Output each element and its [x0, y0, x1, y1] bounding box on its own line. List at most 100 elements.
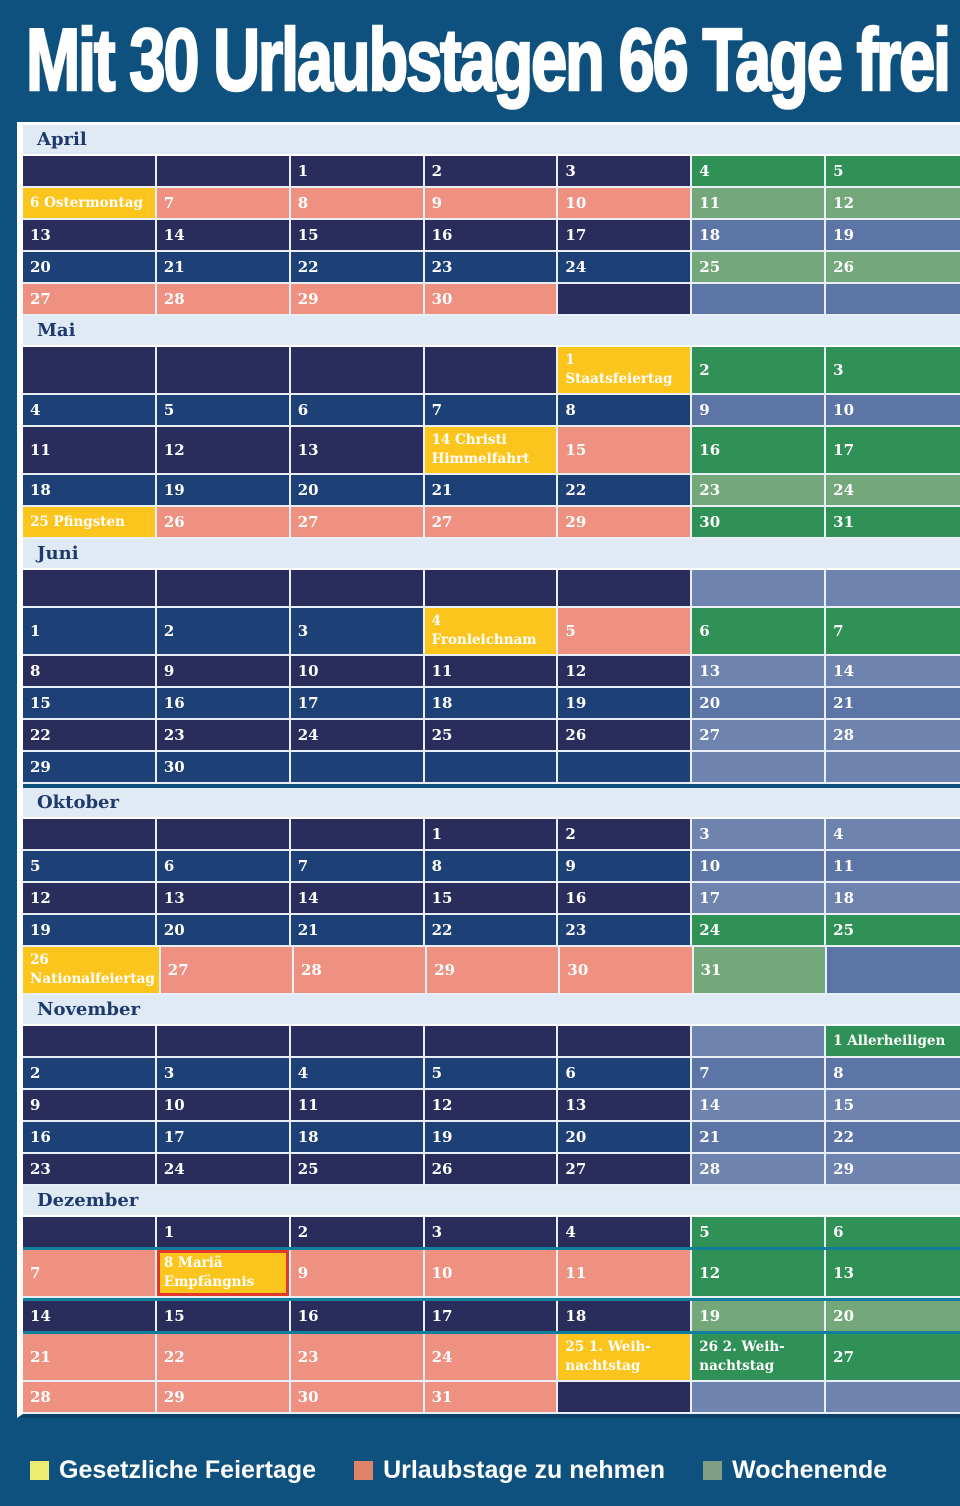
vacation-day-cell: 30 — [424, 284, 559, 314]
month-section-april: April 1 2 3 4 5 6 Ostermontag 7 8 9 10 11 12 13 14 15 16… — [23, 125, 960, 316]
workday-cell: 19 — [23, 915, 157, 945]
calendar-row — [23, 570, 960, 608]
calendar-row: 1 Staatsfeiertag 2 3 — [23, 347, 960, 395]
weekend-cell: 16 — [692, 427, 827, 473]
workday-cell: 16 — [558, 883, 693, 913]
calendar-row: 12 13 14 15 16 17 18 — [23, 883, 960, 915]
legend: Gesetzliche Feiertage Urlaubstage zu nehm… — [30, 1456, 887, 1485]
weekend-cell: 17 — [692, 883, 827, 913]
workday-cell: 11 — [290, 1090, 425, 1120]
calendar-row: 26 Nationalfeiertag 27 28 29 30 31 — [23, 947, 960, 995]
workday-cell: 22 — [558, 475, 693, 505]
empty-cell — [558, 570, 693, 606]
vacation-day-cell: 27 — [23, 284, 157, 314]
workday-cell: 8 — [558, 395, 693, 425]
workday-cell: 10 — [156, 1090, 291, 1120]
workday-cell: 21 — [156, 252, 291, 282]
empty-cell — [558, 1026, 693, 1056]
weekend-cell: 20 — [692, 688, 827, 718]
empty-cell — [23, 819, 157, 849]
calendar-row: 25 Pfingsten 26 27 27 29 30 31 — [23, 507, 960, 539]
empty-cell — [692, 1382, 827, 1412]
empty-cell — [558, 1382, 693, 1412]
workday-cell: 22 — [23, 720, 157, 750]
calendar-row: 6 Ostermontag 7 8 9 10 11 12 — [23, 188, 960, 220]
workday-cell: 14 — [23, 1301, 157, 1331]
month-title: April — [23, 125, 960, 156]
workday-cell: 20 — [156, 915, 291, 945]
workday-cell: 1 — [424, 819, 559, 849]
calendar-row: 1 Allerheiligen — [23, 1026, 960, 1058]
weekend-cell: 13 — [826, 1250, 960, 1296]
vacation-day-cell: 29 — [558, 507, 693, 537]
month-title: Dezember — [23, 1186, 960, 1217]
weekend-cell: 3 — [692, 819, 827, 849]
weekend-cell: 25 — [692, 252, 827, 282]
weekend-cell: 5 — [826, 156, 960, 186]
empty-cell — [826, 1382, 960, 1412]
weekend-cell: 11 — [692, 188, 827, 218]
weekend-cell: 28 — [826, 720, 960, 750]
workday-cell: 23 — [558, 915, 693, 945]
vacation-day-cell: 30 — [290, 1382, 425, 1412]
workday-cell: 1 — [156, 1217, 291, 1247]
workday-cell: 4 — [558, 1217, 693, 1247]
vacation-day-cell: 11 — [558, 1250, 693, 1296]
workday-cell: 16 — [23, 1122, 157, 1152]
empty-cell — [692, 752, 827, 782]
workday-cell: 1 — [23, 608, 157, 654]
calendar-row: 11 12 13 14 Christi Himmelfahrt 15 16 17 — [23, 427, 960, 475]
vacation-day-cell: 28 — [156, 284, 291, 314]
holiday-cell: 8 Mariä Empfängnis — [156, 1250, 291, 1296]
empty-cell — [23, 570, 157, 606]
empty-cell — [424, 752, 559, 782]
calendar-row: 23 24 25 26 27 28 29 — [23, 1154, 960, 1186]
legend-label: Urlaubstage zu nehmen — [383, 1456, 666, 1484]
vacation-day-cell: 26 — [156, 507, 291, 537]
month-title: Oktober — [23, 788, 960, 819]
workday-cell: 6 — [558, 1058, 693, 1088]
workday-cell: 26 — [558, 720, 693, 750]
empty-cell — [156, 570, 291, 606]
legend-label: Wochenende — [732, 1456, 888, 1484]
calendar-row: 27 28 29 30 — [23, 284, 960, 316]
vacation-day-cell: 9 — [424, 188, 559, 218]
weekend-cell: 28 — [692, 1154, 827, 1184]
weekend-cell: 23 — [692, 475, 827, 505]
legend-swatch-icon — [30, 1461, 49, 1480]
workday-cell: 11 — [23, 427, 157, 473]
vacation-day-cell: 7 — [23, 1250, 157, 1296]
calendar-row: 22 23 24 25 26 27 28 — [23, 720, 960, 752]
weekend-cell: 31 — [693, 947, 827, 993]
workday-cell: 12 — [424, 1090, 559, 1120]
vacation-day-cell: 10 — [424, 1250, 559, 1296]
weekend-cell: 24 — [692, 915, 827, 945]
empty-cell — [156, 1026, 291, 1056]
workday-cell: 2 — [424, 156, 559, 186]
workday-cell: 26 — [424, 1154, 559, 1184]
workday-cell: 15 — [23, 688, 157, 718]
workday-cell: 19 — [558, 688, 693, 718]
workday-cell: 24 — [156, 1154, 291, 1184]
workday-cell: 22 — [424, 915, 559, 945]
empty-cell — [558, 284, 693, 314]
holiday-cell: 4 Fronleichnam — [424, 608, 559, 654]
calendar-row: 21 22 23 24 25 1. Weih- nachtstag 26 2. Weih-… — [23, 1334, 960, 1382]
empty-cell — [826, 752, 960, 782]
vacation-day-cell: 27 — [424, 507, 559, 537]
workday-cell: 9 — [558, 851, 693, 881]
workday-cell: 11 — [424, 656, 559, 686]
workday-cell: 19 — [424, 1122, 559, 1152]
weekend-cell: 21 — [692, 1122, 827, 1152]
weekend-cell: 18 — [826, 883, 960, 913]
weekend-cell: 25 — [826, 915, 960, 945]
workday-cell: 3 — [424, 1217, 559, 1247]
workday-cell: 8 — [23, 656, 157, 686]
vacation-day-cell: 24 — [424, 1334, 559, 1380]
workday-cell: 20 — [23, 252, 157, 282]
workday-cell: 2 — [156, 608, 291, 654]
workday-cell: 13 — [156, 883, 291, 913]
workday-cell: 3 — [290, 608, 425, 654]
